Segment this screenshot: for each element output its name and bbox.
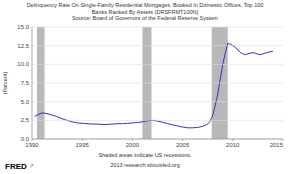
logo-text: FRED: [5, 162, 27, 171]
x-axis: [32, 139, 283, 140]
grid-line: [32, 27, 283, 28]
x-tick-label: 2010: [226, 142, 240, 148]
x-tick: [132, 139, 133, 141]
x-tick: [32, 139, 33, 141]
x-tick-label: 2015: [270, 142, 284, 148]
grid-line: [32, 120, 283, 121]
x-tick-label: 2000: [126, 142, 140, 148]
plot-area: [32, 27, 283, 139]
x-tick-label: 1995: [76, 142, 90, 148]
footer-note: 2013 research.stlouisfed.org: [110, 162, 179, 168]
grid-line: [32, 45, 283, 46]
y-tick-label: 5.0: [21, 99, 30, 105]
y-axis-label: (Percent): [2, 72, 8, 95]
title: Banks Ranked By Assets (DRSFRMТ100N): [92, 9, 199, 15]
y-tick-label: 10.0: [17, 61, 29, 67]
footer-note: Shaded areas indicate US recessions.: [98, 152, 192, 158]
y-tick-label: 12.5: [17, 43, 29, 49]
y-tick-label: 2.5: [21, 117, 30, 123]
y-tick-label: 15.0: [17, 24, 29, 30]
x-tick: [232, 139, 233, 141]
logo-icon: ↗: [29, 162, 34, 169]
x-tick-label: 1990: [25, 142, 39, 148]
x-tick: [182, 139, 183, 141]
data-line: [35, 43, 273, 127]
source-note: Source: Board of Governors of the Federa…: [72, 15, 218, 21]
x-tick-label: 2005: [176, 142, 190, 148]
grid-line: [32, 64, 283, 65]
grid-line: [32, 83, 283, 84]
x-tick: [283, 139, 284, 141]
chart: Delinquency Rate On Single-Family Reside…: [0, 0, 290, 174]
y-axis: [32, 27, 33, 139]
y-tick-label: 7.5: [21, 80, 30, 86]
x-tick: [82, 139, 83, 141]
grid-line: [32, 139, 283, 140]
grid-line: [32, 101, 283, 102]
title: Delinquency Rate On Single-Family Reside…: [27, 2, 264, 8]
grid: [32, 27, 283, 139]
